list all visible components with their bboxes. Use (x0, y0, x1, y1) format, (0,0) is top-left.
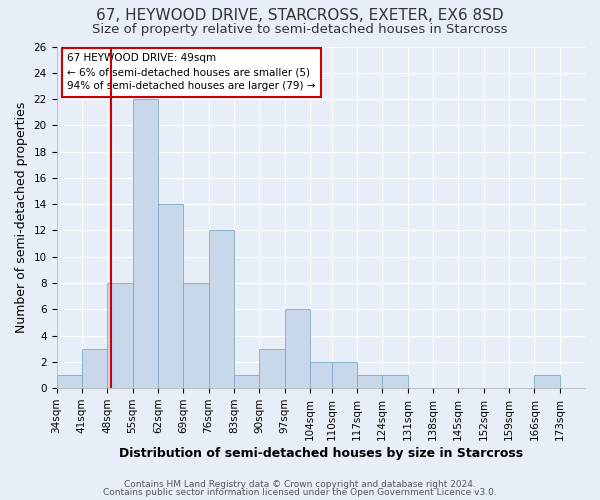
Bar (357, 375, 382, 388)
Bar (234, 375, 259, 388)
Bar (310, 362, 335, 388)
Text: Contains public sector information licensed under the Open Government Licence v3: Contains public sector information licen… (103, 488, 497, 497)
Text: 67 HEYWOOD DRIVE: 49sqm
← 6% of semi-detached houses are smaller (5)
94% of semi: 67 HEYWOOD DRIVE: 49sqm ← 6% of semi-det… (67, 54, 316, 92)
Bar (133, 99, 158, 388)
Text: Size of property relative to semi-detached houses in Starcross: Size of property relative to semi-detach… (92, 22, 508, 36)
Bar (209, 230, 234, 388)
Bar (183, 283, 209, 388)
Bar (332, 362, 357, 388)
Y-axis label: Number of semi-detached properties: Number of semi-detached properties (15, 102, 28, 333)
Bar (56, 375, 82, 388)
Bar (284, 310, 310, 388)
Bar (107, 283, 133, 388)
Bar (158, 204, 183, 388)
Bar (82, 349, 107, 388)
Bar (382, 375, 407, 388)
Bar (535, 375, 560, 388)
Bar (259, 349, 284, 388)
Text: Contains HM Land Registry data © Crown copyright and database right 2024.: Contains HM Land Registry data © Crown c… (124, 480, 476, 489)
Text: 67, HEYWOOD DRIVE, STARCROSS, EXETER, EX6 8SD: 67, HEYWOOD DRIVE, STARCROSS, EXETER, EX… (96, 8, 504, 22)
X-axis label: Distribution of semi-detached houses by size in Starcross: Distribution of semi-detached houses by … (119, 447, 523, 460)
